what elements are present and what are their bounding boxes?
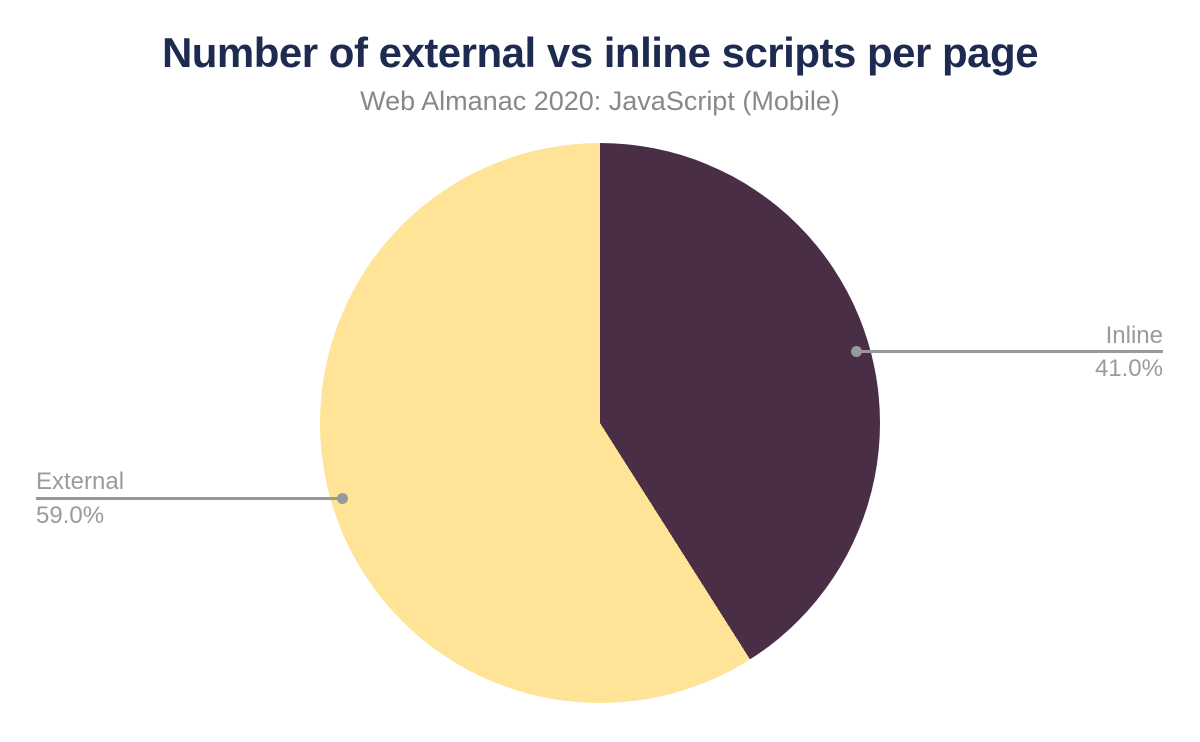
inline-connector-dot xyxy=(851,346,862,357)
inline-slice-value: 41.0% xyxy=(1094,355,1163,382)
inline-connector-line xyxy=(856,350,1163,353)
chart-subtitle: Web Almanac 2020: JavaScript (Mobile) xyxy=(360,86,840,116)
pie-chart xyxy=(320,143,880,703)
external-connector-line xyxy=(36,497,342,500)
external-connector-dot xyxy=(337,493,348,504)
chart-title: Number of external vs inline scripts per… xyxy=(161,29,1039,76)
external-slice-value: 59.0% xyxy=(36,502,105,529)
inline-slice-label: Inline xyxy=(1105,322,1163,349)
external-slice-label: External xyxy=(36,468,125,495)
